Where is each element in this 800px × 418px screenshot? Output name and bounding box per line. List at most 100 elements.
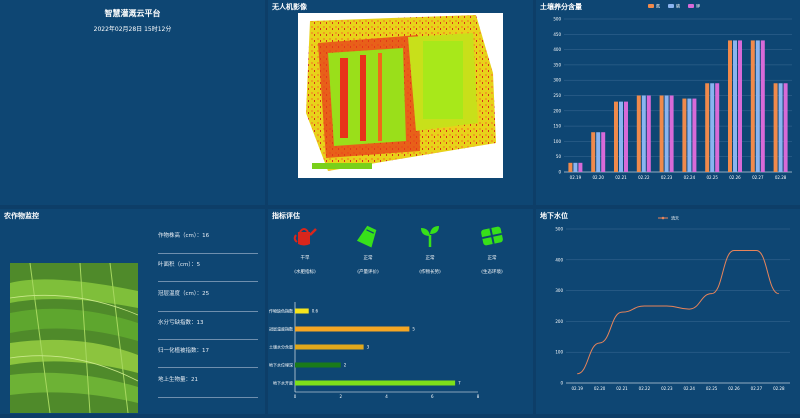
indicator-yield[interactable]: 正常 (产量评价) <box>343 223 393 275</box>
bar <box>733 40 737 172</box>
x-tick-label: 02.24 <box>683 386 695 391</box>
x-tick-label: 02.21 <box>616 386 628 391</box>
indicator-growth[interactable]: 正常 (作物长势) <box>405 223 455 275</box>
bar <box>614 101 618 172</box>
panel-title: 无人机影像 <box>272 3 307 11</box>
farmland-photo <box>9 262 139 414</box>
bar <box>773 83 778 172</box>
y-tick-label: 100 <box>555 350 563 355</box>
bar <box>295 326 410 332</box>
y-tick-label: 0 <box>560 381 563 386</box>
divider <box>158 339 258 340</box>
y-tick-label: 250 <box>553 93 561 98</box>
x-tick-label: 8 <box>477 394 480 399</box>
x-tick-label: 02.21 <box>615 175 627 180</box>
legend-label: 钾 <box>696 3 700 9</box>
x-tick-label: 02.25 <box>706 386 718 391</box>
x-tick-label: 4 <box>385 394 388 399</box>
metric-water-deficit: 水分亏缺指数：13 <box>158 320 204 326</box>
legend-swatch <box>648 4 654 8</box>
indicator-status: 正常 <box>363 256 373 261</box>
x-tick-label: 6 <box>431 394 434 399</box>
bar <box>573 162 578 172</box>
groundwater-panel: 地下水位 0 100 200 300 400 500 02.19 02.20 02.21 02.2… <box>536 209 800 414</box>
legend-label: 流天 <box>671 215 679 221</box>
indicator-status: 干旱 <box>300 256 310 261</box>
bar <box>705 83 710 172</box>
x-tick-label: 0 <box>294 394 297 399</box>
y-tick-label: 450 <box>553 32 561 37</box>
bar <box>568 162 573 172</box>
legend-marker <box>661 216 665 220</box>
legend-label: 磷 <box>676 3 680 9</box>
x-tick-label: 02.23 <box>661 386 673 391</box>
y-tick-label: 地下水位埋深 <box>269 362 293 368</box>
indicator-name: (生态环境) <box>481 270 503 275</box>
field-grid-icon <box>481 226 503 246</box>
indicator-ecology[interactable]: 正常 (生态环境) <box>467 223 517 275</box>
bar <box>601 132 606 172</box>
bar <box>760 40 765 172</box>
indicator-name: (作物长势) <box>419 270 441 275</box>
x-tick-label: 02.26 <box>729 175 741 180</box>
x-tick-label: 02.27 <box>751 386 763 391</box>
indicator-name: (水肥指标) <box>294 270 316 275</box>
bar <box>669 95 674 172</box>
y-tick-label: 350 <box>553 62 561 67</box>
bar <box>295 344 364 350</box>
soil-nutrient-panel: 土壤养分含量 0 50 100 150 200 250 300 350 400 450 500 02.… <box>536 0 800 205</box>
fertilizer-bag-icon <box>356 225 377 248</box>
x-tick-label: 02.20 <box>594 386 606 391</box>
watering-can-icon <box>293 228 317 246</box>
y-tick-label: 200 <box>555 319 563 324</box>
data-label: 0.6 <box>312 309 319 314</box>
divider <box>158 367 258 368</box>
y-tick-label: 400 <box>553 47 561 52</box>
y-tick-label: 300 <box>553 78 561 83</box>
chart-title: 地下水位 <box>540 212 568 220</box>
bar <box>664 95 669 172</box>
bar <box>710 83 715 172</box>
crop-monitor-panel: 农作物监控 作物株高（cm）：16 叶面积（cm）：5 冠层温度（cm）：25 … <box>0 209 265 414</box>
bar <box>646 95 651 172</box>
drone-image-panel: 无人机影像 <box>268 0 533 205</box>
soil-nutrient-chart[interactable]: 0 50 100 150 200 250 300 350 400 450 500 02.19 02.20… <box>536 0 800 205</box>
bar <box>596 132 601 172</box>
x-tick-label: 02.20 <box>592 175 604 180</box>
data-label: 2 <box>344 363 347 368</box>
indicator-name: (产量评价) <box>357 270 379 275</box>
groundwater-chart[interactable]: 0 100 200 300 400 500 02.19 02.20 02.21 02.22 02.2… <box>536 209 800 414</box>
x-tick-label: 02.22 <box>639 386 651 391</box>
indicator-panel: 指标评估 干旱 (水肥指标) 正常 (产量评价) 正常 (作物长势) <box>268 209 533 414</box>
x-tick-label: 02.23 <box>661 175 673 180</box>
x-tick-label: 02.22 <box>638 175 650 180</box>
bar <box>295 362 341 368</box>
x-tick-label: 02.24 <box>684 175 696 180</box>
y-tick-label: 500 <box>555 227 563 232</box>
divider <box>158 397 258 398</box>
indicator-water[interactable]: 干旱 (水肥指标) <box>280 223 330 275</box>
bar <box>295 380 456 386</box>
y-tick-label: 土壤水分含量 <box>269 344 293 350</box>
seedling-icon <box>421 226 439 247</box>
indicator-status: 正常 <box>425 256 435 261</box>
x-tick-label: 02.25 <box>706 175 718 180</box>
y-tick-label: 150 <box>553 124 561 129</box>
bar <box>624 101 628 172</box>
app-title: 智慧灌溉云平台 <box>104 9 161 18</box>
divider <box>158 253 258 254</box>
metric-biomass: 地上生物量：21 <box>158 377 198 383</box>
drone-image[interactable] <box>298 13 503 178</box>
bar <box>636 95 641 172</box>
bar <box>659 95 664 172</box>
divider <box>158 311 258 312</box>
title-panel: 智慧灌溉云平台 2022年02月28日 15时12分 <box>0 0 265 205</box>
bar <box>682 98 687 172</box>
bar <box>783 83 788 172</box>
x-tick-label: 02.27 <box>752 175 764 180</box>
bar <box>778 83 783 172</box>
x-tick-label: 02.28 <box>775 175 787 180</box>
bar <box>692 98 697 172</box>
indicator-bar-chart[interactable]: 0 2 4 6 8 0.6 作物缺色指数 5 冠层温度指数 3 土壤水分含量 2 地下水位埋深 7 地下水开… <box>268 302 533 412</box>
bar <box>295 308 309 314</box>
